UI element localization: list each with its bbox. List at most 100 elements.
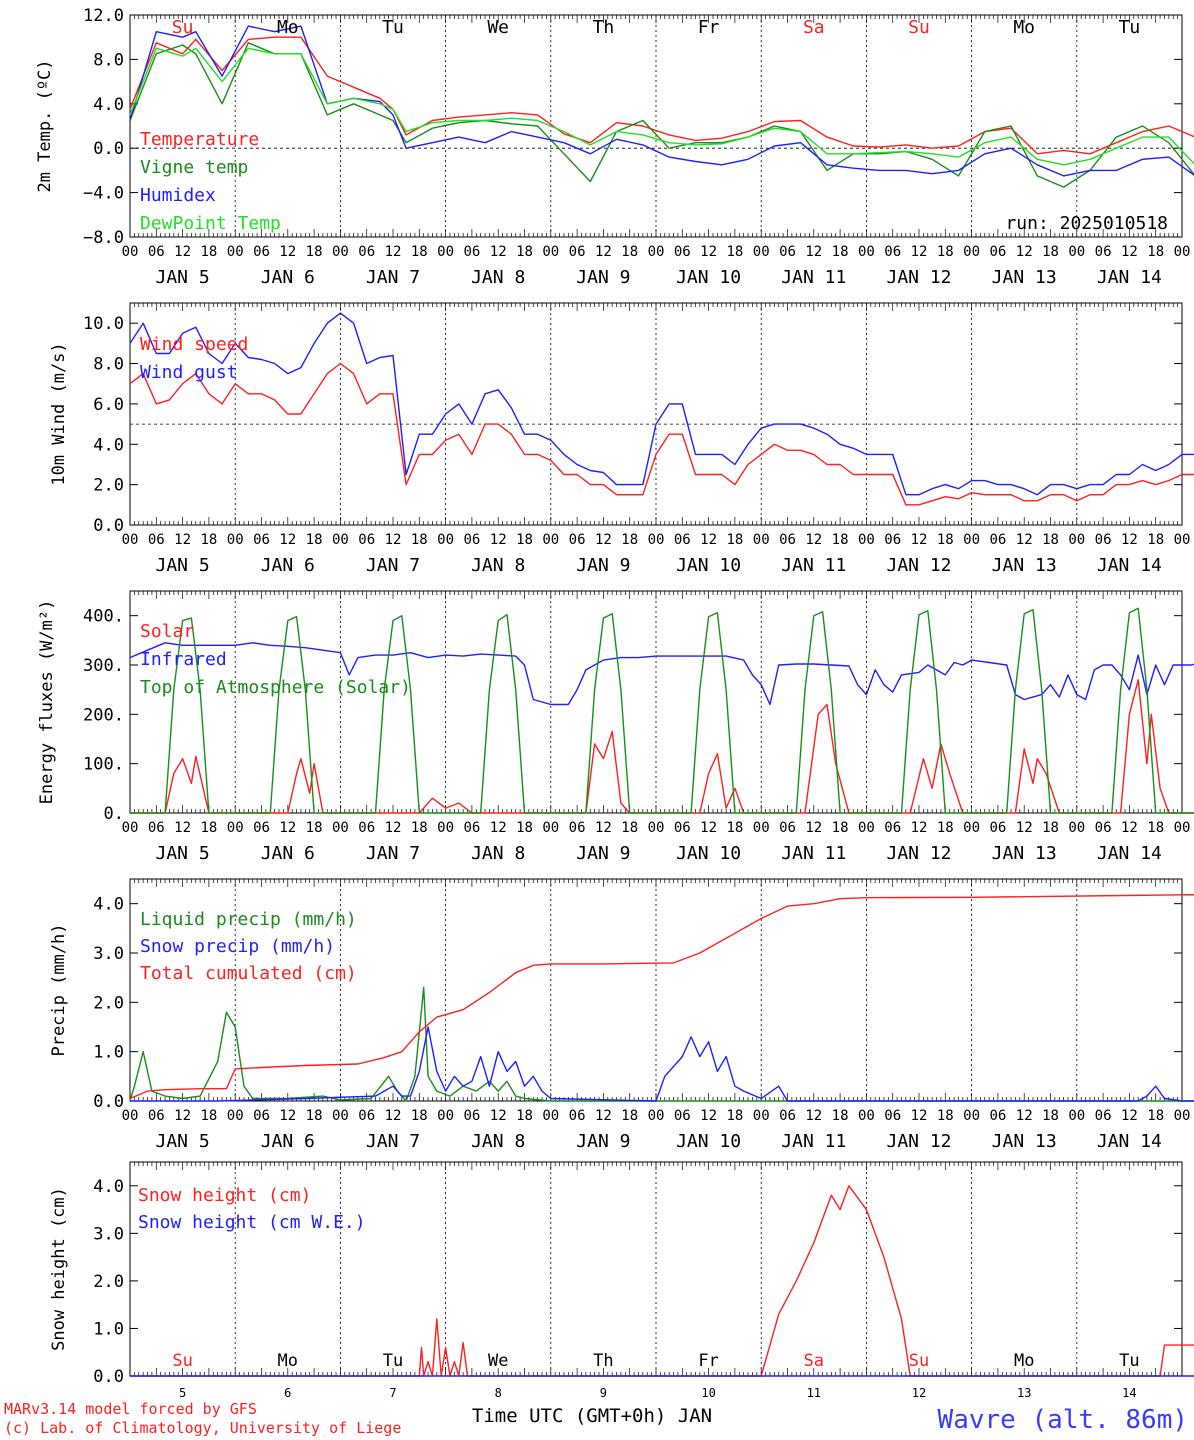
hour-label: 18 (306, 244, 323, 260)
hour-label: 00 (963, 820, 980, 836)
hour-label: 12 (595, 820, 612, 836)
hour-label: 06 (884, 820, 901, 836)
hour-label: 18 (726, 1108, 743, 1124)
y-axis-label: 2m Temp. (ºC) (35, 59, 55, 192)
y-axis-label: Energy fluxes (W/m²) (37, 600, 57, 805)
hour-label: 06 (989, 532, 1006, 548)
hour-label: 18 (937, 532, 954, 548)
y-tick-label: 4.0 (93, 95, 124, 115)
date-label: JAN 8 (471, 843, 525, 864)
hour-label: 00 (1174, 820, 1191, 836)
hour-label: 00 (1174, 244, 1191, 260)
hour-label: 06 (148, 1108, 165, 1124)
hour-label: 06 (884, 532, 901, 548)
y-tick-label: 2.0 (93, 1272, 124, 1292)
hour-label: 18 (516, 244, 533, 260)
hour-label: 00 (227, 1108, 244, 1124)
series-line-humidex (129, 25, 1194, 177)
date-label: JAN 6 (261, 267, 315, 288)
hour-label: 06 (989, 244, 1006, 260)
hour-label: 18 (1147, 1108, 1164, 1124)
date-label: JAN 12 (886, 267, 951, 288)
hour-label: 06 (1095, 244, 1112, 260)
legend-label: Solar (140, 621, 194, 642)
hour-label: 06 (253, 820, 270, 836)
hour-label: 18 (1147, 532, 1164, 548)
series-line-top-of-atmosphere-solar- (130, 607, 1194, 814)
legend-label: Vigne temp (140, 157, 248, 178)
hour-label: 06 (884, 1108, 901, 1124)
hour-label: 12 (385, 244, 402, 260)
day-number-label: 12 (912, 1386, 926, 1400)
hour-label: 06 (1095, 1108, 1112, 1124)
hour-label: 18 (200, 532, 217, 548)
date-label: JAN 14 (1097, 1131, 1162, 1152)
hour-label: 00 (332, 1108, 349, 1124)
series-line-liquid-precip-mm-h- (129, 986, 1194, 1102)
date-label: JAN 11 (781, 1131, 846, 1152)
y-tick-label: 0.0 (93, 1092, 124, 1112)
y-tick-label: 1.0 (93, 1319, 124, 1339)
weekday-label: Su (172, 17, 194, 38)
hour-label: 00 (437, 1108, 454, 1124)
hour-label: 06 (779, 244, 796, 260)
hour-label: 06 (674, 820, 691, 836)
hour-label: 12 (1016, 820, 1033, 836)
legend-label: Wind gust (140, 362, 238, 383)
date-label: JAN 10 (676, 267, 741, 288)
hour-label: 06 (674, 244, 691, 260)
hour-label: 00 (858, 820, 875, 836)
hour-label: 00 (753, 244, 770, 260)
weekday-label: Sa (804, 1351, 824, 1371)
weekday-label: Tu (1119, 17, 1141, 38)
y-tick-label: 3.0 (93, 944, 124, 964)
hour-label: 00 (332, 244, 349, 260)
hour-label: 18 (200, 244, 217, 260)
hour-label: 12 (595, 1108, 612, 1124)
legend-label: Top of Atmosphere (Solar) (140, 677, 411, 698)
hour-label: 00 (1068, 820, 1085, 836)
hour-label: 12 (490, 244, 507, 260)
hour-label: 06 (779, 820, 796, 836)
hour-label: 00 (753, 1108, 770, 1124)
y-tick-label: 300. (83, 656, 124, 676)
hour-label: 00 (858, 244, 875, 260)
day-number-label: 14 (1122, 1386, 1136, 1400)
date-label: JAN 9 (576, 1131, 630, 1152)
legend-label: Humidex (140, 185, 216, 206)
hour-label: 06 (779, 1108, 796, 1124)
day-number-label: 11 (807, 1386, 821, 1400)
hour-label: 12 (385, 820, 402, 836)
y-tick-label: −8.0 (83, 228, 124, 248)
date-label: JAN 8 (471, 555, 525, 576)
hour-label: 12 (1016, 244, 1033, 260)
y-tick-label: 12.0 (83, 6, 124, 26)
hour-label: 00 (122, 820, 139, 836)
y-tick-label: 6.0 (93, 395, 124, 415)
weekday-label: Mo (1014, 1351, 1034, 1371)
date-label: JAN 9 (576, 267, 630, 288)
date-label: JAN 7 (366, 843, 420, 864)
panel-3 (129, 590, 1194, 814)
date-label: JAN 10 (676, 555, 741, 576)
day-number-label: 10 (701, 1386, 715, 1400)
hour-label: 18 (726, 820, 743, 836)
panel-2 (129, 302, 1194, 526)
hour-label: 06 (253, 532, 270, 548)
hour-label: 06 (463, 1108, 480, 1124)
hour-label: 12 (700, 532, 717, 548)
hour-label: 00 (858, 1108, 875, 1124)
hour-label: 00 (648, 532, 665, 548)
hour-label: 06 (463, 532, 480, 548)
hour-label: 06 (779, 532, 796, 548)
hour-label: 00 (122, 532, 139, 548)
hour-label: 18 (200, 820, 217, 836)
hour-label: 18 (411, 244, 428, 260)
legend-label: Snow precip (mm/h) (140, 936, 335, 957)
hour-label: 18 (832, 244, 849, 260)
panel-5 (129, 1161, 1194, 1377)
hour-label: 06 (148, 532, 165, 548)
hour-label: 00 (963, 1108, 980, 1124)
hour-label: 06 (148, 820, 165, 836)
